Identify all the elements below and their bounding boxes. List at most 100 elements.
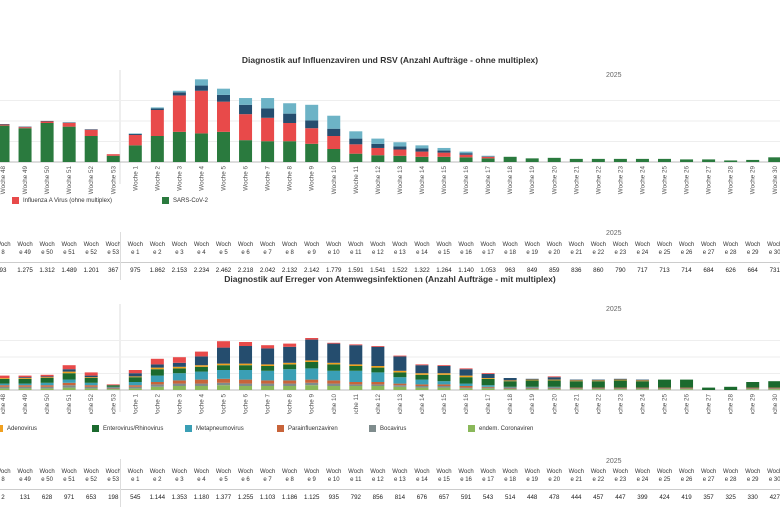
table-header-cell: Woch [678, 469, 695, 475]
bar-segment-red [261, 345, 275, 349]
table-header-cell: e 23 [614, 477, 627, 483]
bar-segment-entero [371, 367, 385, 373]
bar-segment-teal [217, 88, 230, 95]
x-tick-label: Woche 48 [0, 394, 7, 414]
x-tick-label: Woche 53 [110, 166, 117, 195]
legend-swatch [369, 425, 376, 432]
x-tick-label: Woche 17 [485, 394, 492, 414]
x-tick-label: Woche 17 [485, 166, 492, 195]
table-value-cell: 1.140 [458, 267, 474, 274]
bar-segment-sars [150, 136, 164, 162]
bar-segment-meta [172, 373, 186, 381]
table-header-cell: Woch [480, 469, 496, 475]
table1: Woch 8 93 Woch e 49 1.275 Woch e 50 1.312 Woch e 5… [0, 232, 780, 280]
bar-segment-sars [62, 126, 76, 162]
bar-segment-navy [437, 150, 451, 153]
bar-segment-sars [569, 158, 583, 162]
bar-segment-meta [503, 386, 517, 388]
chart2-legend-item: Metapneumovirus [185, 425, 244, 432]
table-value-cell: 424 [659, 494, 670, 501]
bar-segment-corona [283, 386, 297, 390]
bar-segment-boca [217, 382, 230, 386]
table-header-cell: e 26 [680, 250, 693, 256]
table-value-cell: 427 [769, 494, 780, 501]
bar-segment-corona [371, 386, 385, 390]
bar-segment-adeno [305, 360, 319, 362]
table-header-divider [0, 262, 780, 263]
x-tick-label: Woche 12 [375, 394, 382, 414]
bar-segment-adeno [217, 363, 230, 366]
x-tick-label: Woche 16 [463, 394, 470, 414]
bar-segment-entero [18, 378, 32, 384]
table-header-cell: e 7 [263, 250, 272, 256]
table-value-cell: 399 [637, 494, 648, 501]
table-header-cell: Woch [656, 242, 673, 248]
bar-segment-para [746, 387, 760, 389]
table2: Woch 8 2 Woch e 49 131 Woch e 50 628 Woch e 51 971 W… [0, 459, 780, 507]
bar-segment-teal [128, 133, 142, 134]
bar-segment-sars [239, 140, 253, 162]
bar-segment-adeno [349, 364, 363, 366]
chart1-title: Diagnostik auf Influenzaviren und RSV (A… [241, 55, 539, 65]
bar-segment-sars [547, 157, 561, 162]
bar-segment-sars [283, 141, 297, 162]
bar-segment-navy [481, 374, 495, 378]
x-tick-label: Woche 26 [684, 394, 691, 414]
table-value-cell: 543 [482, 494, 494, 501]
x-tick-label: Woche 1 [132, 166, 139, 191]
bar-segment-sars [702, 159, 716, 162]
x-tick-label: Woche 4 [198, 394, 205, 414]
bar-segment-para [40, 385, 54, 387]
bar-segment-navy [62, 122, 76, 123]
bar-segment-sars [128, 145, 142, 162]
bar-segment-para [569, 387, 583, 389]
table-value-cell: 591 [460, 494, 472, 501]
table-value-cell: 814 [394, 494, 406, 501]
bar-segment-sars [194, 133, 208, 162]
bar-segment-navy [217, 94, 230, 102]
bar-segment-boca [327, 383, 341, 386]
table-header-cell: Woch [149, 242, 165, 248]
x-tick-label: Woche 48 [0, 166, 7, 195]
bar-segment-boca [283, 383, 297, 386]
chart2-legend-item: endem. Coronaviren [468, 425, 533, 432]
bar-segment-meta [150, 375, 164, 382]
table-value-cell: 717 [637, 267, 648, 274]
bar-segment-teal [371, 138, 385, 144]
bar-segment-flu [239, 114, 253, 141]
bar-segment-navy [172, 92, 186, 96]
x-tick-label: Woche 13 [397, 166, 404, 195]
bar-segment-corona [62, 387, 76, 390]
table-header-cell: Woch [436, 469, 452, 475]
x-tick-label: Woche 9 [309, 166, 316, 191]
bar-segment-navy [150, 108, 164, 110]
bar-segment-red [18, 375, 32, 378]
legend-label: SARS-CoV-2 [173, 197, 209, 204]
bar-segment-entero [481, 378, 495, 386]
bar-segment-adeno [327, 362, 341, 365]
x-tick-label: Woche 6 [243, 166, 250, 191]
bar-segment-adeno [261, 364, 275, 366]
bar-segment-entero [503, 381, 517, 387]
table-value-cell: 1.322 [414, 267, 430, 274]
table-year-divider [120, 232, 121, 280]
table-header-cell: e 21 [570, 250, 583, 256]
table-value-cell: 357 [703, 494, 714, 501]
table-value-cell: 1.591 [348, 267, 364, 274]
table-header-cell: Woch [149, 469, 165, 475]
bar-segment-corona [128, 388, 142, 390]
bar-segment-para [371, 382, 385, 385]
chart2-legend-item: Enterovirus/Rhinovirus [92, 425, 163, 432]
bar-segment-corona [0, 388, 10, 390]
table-header-cell: e 10 [327, 250, 340, 256]
table-value-cell: 2.234 [193, 267, 210, 274]
bar-segment-flu [128, 134, 142, 146]
bar-segment-sars [393, 155, 407, 162]
table-value-cell: 367 [108, 267, 119, 274]
x-tick-label: Woche 5 [221, 394, 228, 414]
table-header-cell: Woch [193, 469, 210, 475]
bar-segment-navy [172, 362, 186, 367]
bar-segment-adeno [84, 377, 98, 378]
x-tick-label: Woche 27 [706, 166, 713, 195]
table-header-cell: Woch [0, 242, 11, 248]
